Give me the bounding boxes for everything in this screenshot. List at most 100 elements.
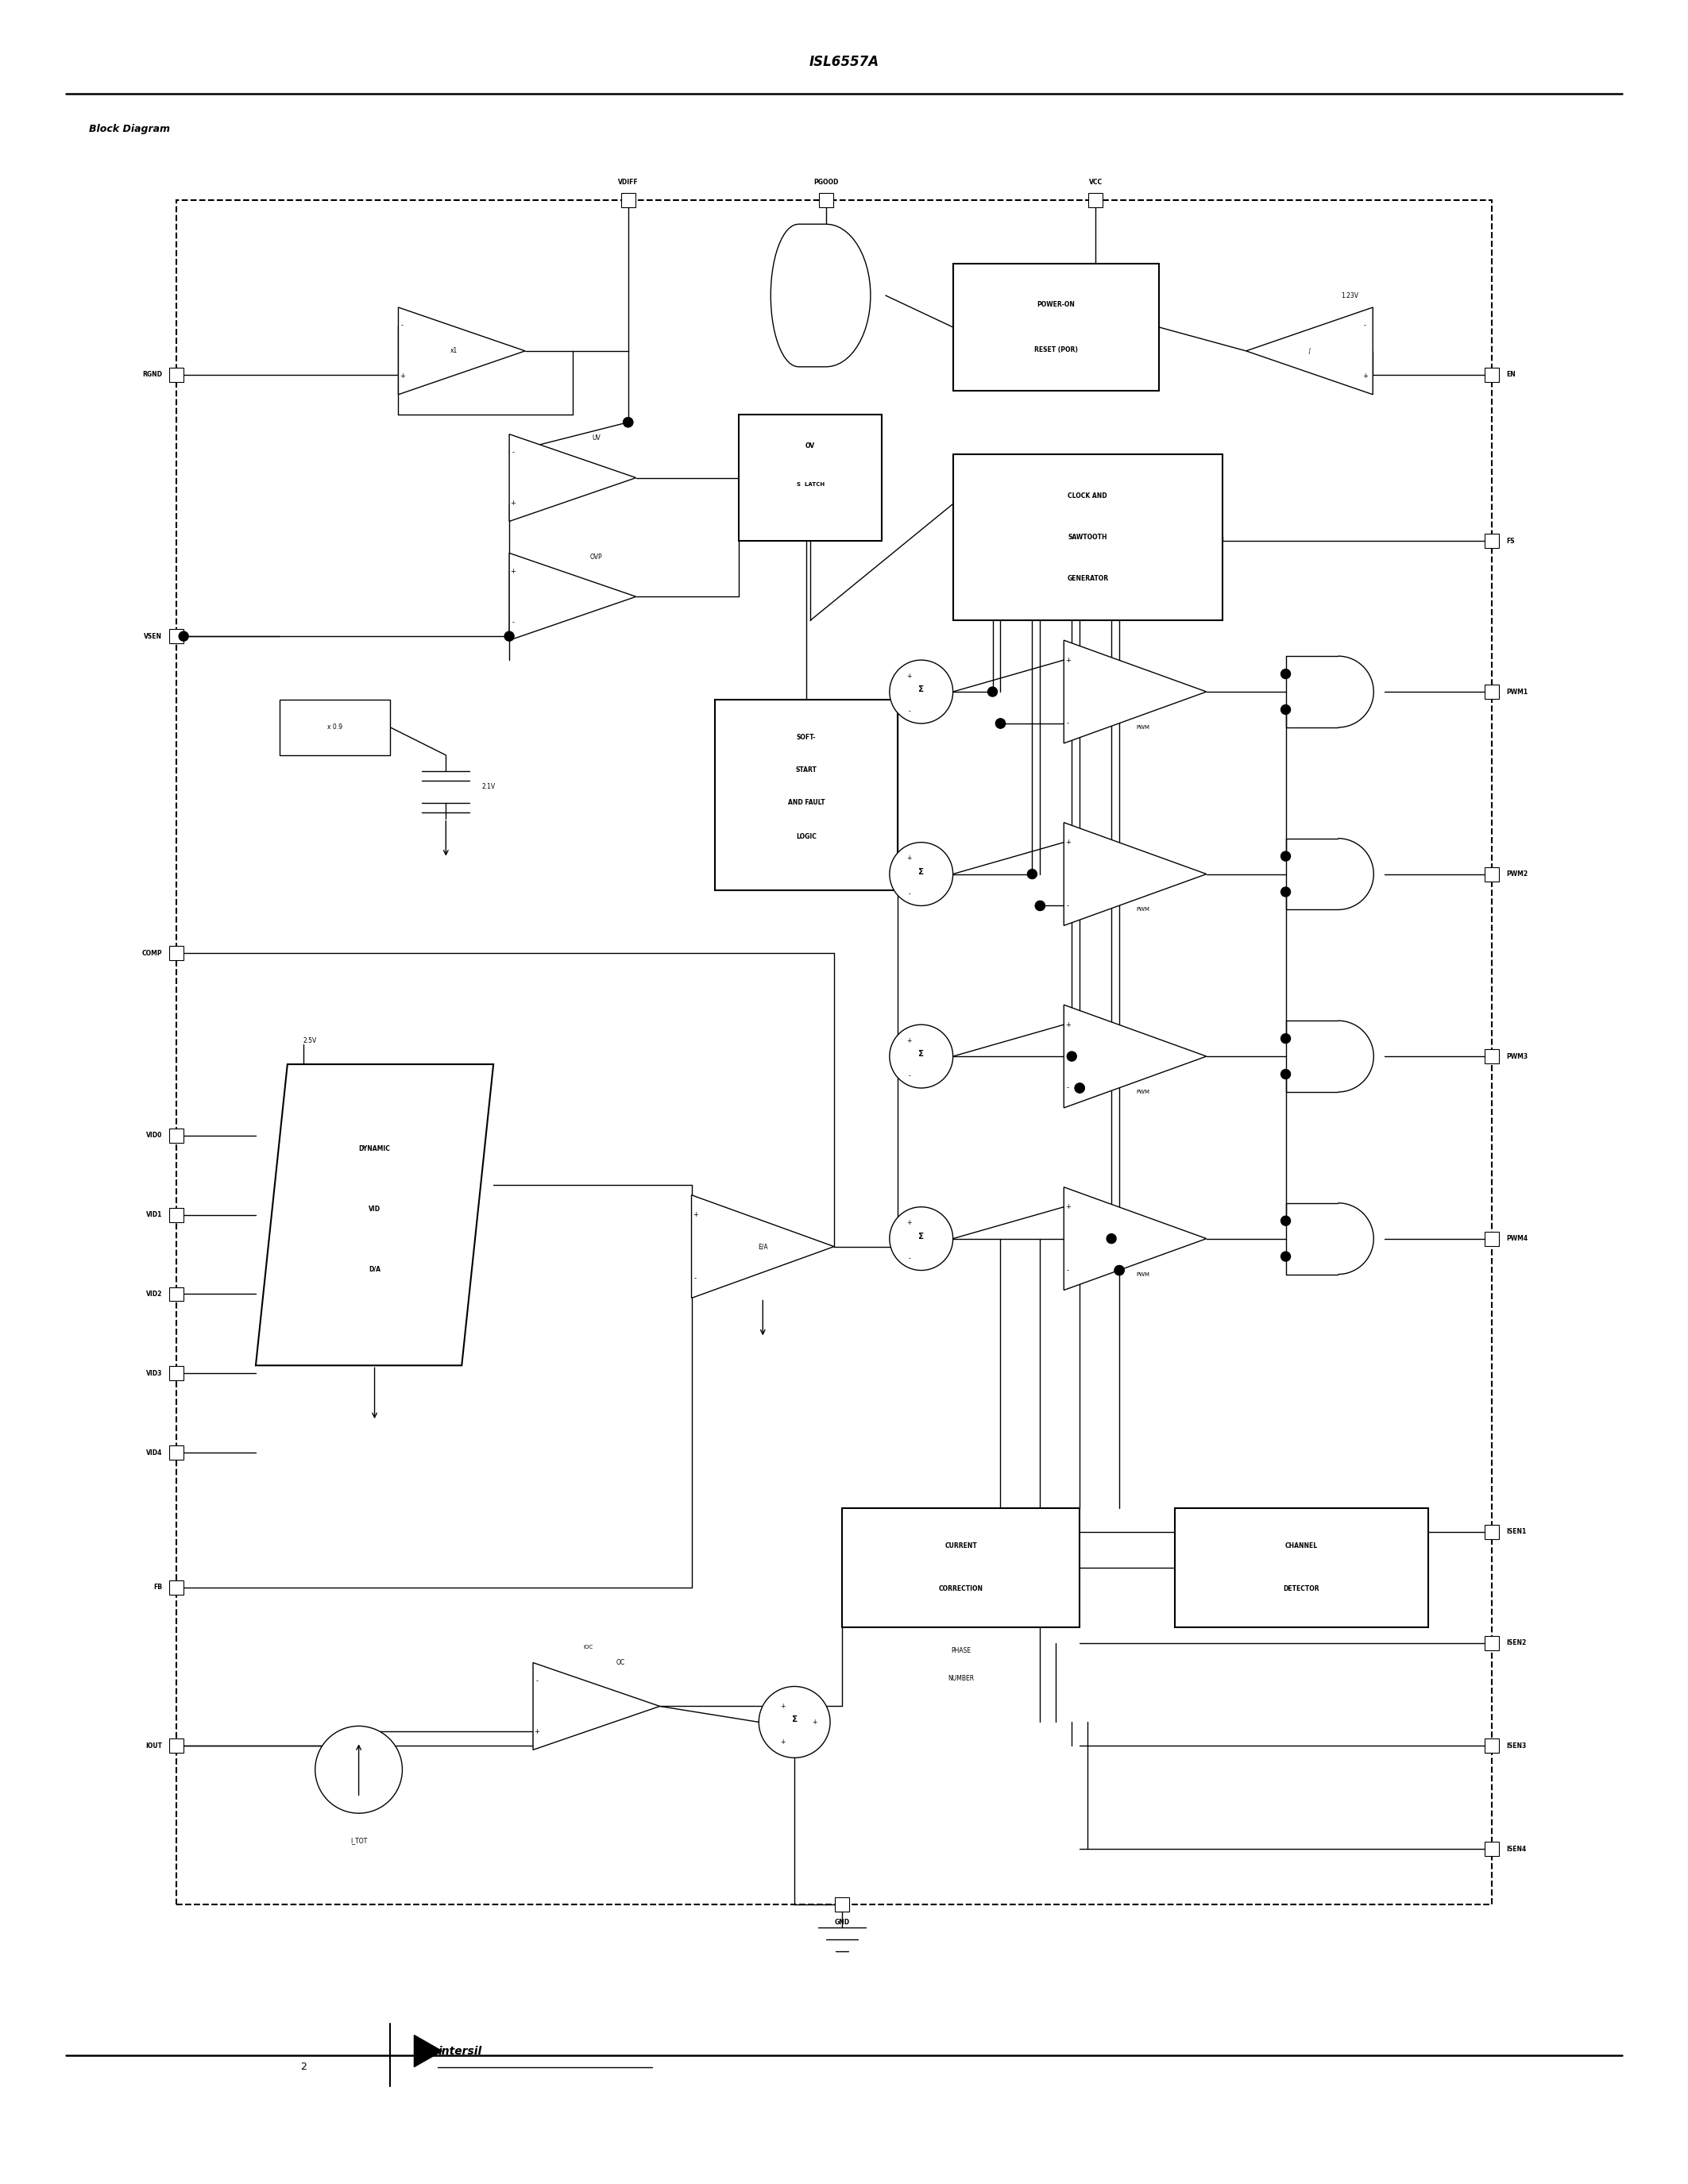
Text: -: - [511, 450, 515, 456]
Text: PWM: PWM [1136, 1271, 1150, 1278]
Text: VSEN: VSEN [143, 633, 162, 640]
Text: VID: VID [368, 1206, 380, 1212]
Circle shape [987, 688, 998, 697]
Text: VID4: VID4 [147, 1448, 162, 1457]
Text: Σ: Σ [918, 686, 923, 692]
Text: VID2: VID2 [147, 1291, 162, 1297]
Circle shape [1075, 1083, 1084, 1092]
Text: -: - [1067, 902, 1069, 909]
Text: VDIFF: VDIFF [618, 179, 638, 186]
Text: PHASE: PHASE [950, 1647, 971, 1653]
Circle shape [1281, 1216, 1290, 1225]
Bar [169, 1129, 184, 1142]
Text: GND: GND [834, 1920, 849, 1926]
Bar [1484, 684, 1499, 699]
Text: COMP: COMP [142, 950, 162, 957]
Text: NUMBER: NUMBER [947, 1675, 974, 1682]
Text: +: + [510, 500, 517, 507]
Text: -: - [535, 1677, 538, 1684]
Text: FS: FS [1506, 537, 1514, 544]
Text: FB: FB [154, 1583, 162, 1590]
Bar [169, 367, 184, 382]
Text: LOGIC: LOGIC [797, 832, 817, 841]
Circle shape [760, 1686, 830, 1758]
Polygon shape [1063, 1005, 1207, 1107]
Bar [739, 415, 881, 542]
Text: Σ: Σ [918, 867, 923, 876]
Text: 2.5V: 2.5V [304, 1037, 317, 1044]
Text: -: - [1364, 321, 1366, 330]
Text: -: - [908, 708, 910, 714]
Text: SAWTOOTH: SAWTOOTH [1069, 533, 1107, 542]
Text: +: + [1362, 373, 1367, 380]
Circle shape [890, 843, 954, 906]
Text: +: + [812, 1719, 817, 1725]
Bar [169, 1446, 184, 1459]
Circle shape [1114, 1265, 1124, 1275]
Bar [280, 699, 390, 756]
Circle shape [996, 719, 1006, 727]
Text: E/A: E/A [758, 1243, 768, 1249]
Bar [621, 192, 635, 207]
Polygon shape [771, 225, 871, 367]
Bar [1484, 1232, 1499, 1245]
Text: OC: OC [616, 1660, 625, 1666]
Circle shape [1075, 1083, 1084, 1092]
Text: EN: EN [1506, 371, 1516, 378]
Text: CHANNEL: CHANNEL [1285, 1542, 1318, 1551]
Text: PWM1: PWM1 [1506, 688, 1528, 695]
Text: Σ: Σ [918, 1051, 923, 1057]
Text: x1: x1 [451, 347, 457, 354]
Bar [819, 192, 834, 207]
Text: +: + [535, 1728, 540, 1734]
Text: 2.1V: 2.1V [481, 784, 495, 791]
Bar [169, 1581, 184, 1594]
Text: D/A: D/A [368, 1265, 380, 1273]
Circle shape [1281, 668, 1290, 679]
Bar [1484, 1524, 1499, 1540]
Text: VID3: VID3 [147, 1369, 162, 1376]
Text: SOFT-: SOFT- [797, 734, 815, 740]
Circle shape [623, 417, 633, 428]
Text: S  LATCH: S LATCH [797, 483, 824, 487]
Polygon shape [1063, 823, 1207, 926]
Bar [1484, 867, 1499, 880]
Circle shape [1114, 1265, 1124, 1275]
Text: -: - [1067, 1085, 1069, 1092]
Bar [169, 946, 184, 961]
Text: +: + [1065, 657, 1070, 664]
Bar [1484, 1738, 1499, 1754]
Text: +: + [780, 1738, 785, 1745]
Text: -: - [694, 1275, 697, 1282]
Text: IOUT: IOUT [145, 1743, 162, 1749]
Text: PWM: PWM [1136, 1090, 1150, 1094]
Text: +: + [510, 568, 517, 574]
Text: +: + [1065, 839, 1070, 845]
Bar [169, 1367, 184, 1380]
Bar [169, 1738, 184, 1754]
Text: PWM: PWM [1136, 725, 1150, 729]
Circle shape [890, 660, 954, 723]
Text: +: + [1065, 1022, 1070, 1029]
Text: -: - [908, 891, 910, 898]
Text: -: - [402, 321, 403, 330]
Text: UV: UV [592, 435, 601, 441]
Text: -: - [908, 1072, 910, 1079]
Text: +: + [906, 854, 912, 863]
Bar [954, 454, 1222, 620]
Text: OVP: OVP [591, 553, 603, 561]
Text: ISL6557A: ISL6557A [809, 55, 879, 70]
Circle shape [1281, 887, 1290, 898]
Circle shape [890, 1208, 954, 1271]
Text: PWM: PWM [1136, 906, 1150, 913]
Text: GENERATOR: GENERATOR [1067, 574, 1109, 583]
Polygon shape [1063, 1188, 1207, 1291]
Text: VCC: VCC [1089, 179, 1102, 186]
Text: Σ: Σ [792, 1717, 797, 1723]
Bar [177, 201, 1492, 1904]
Text: RGND: RGND [142, 371, 162, 378]
Text: IOC: IOC [584, 1645, 592, 1649]
Circle shape [1281, 705, 1290, 714]
Text: CORRECTION: CORRECTION [939, 1586, 982, 1592]
Text: ∫: ∫ [1308, 347, 1312, 354]
